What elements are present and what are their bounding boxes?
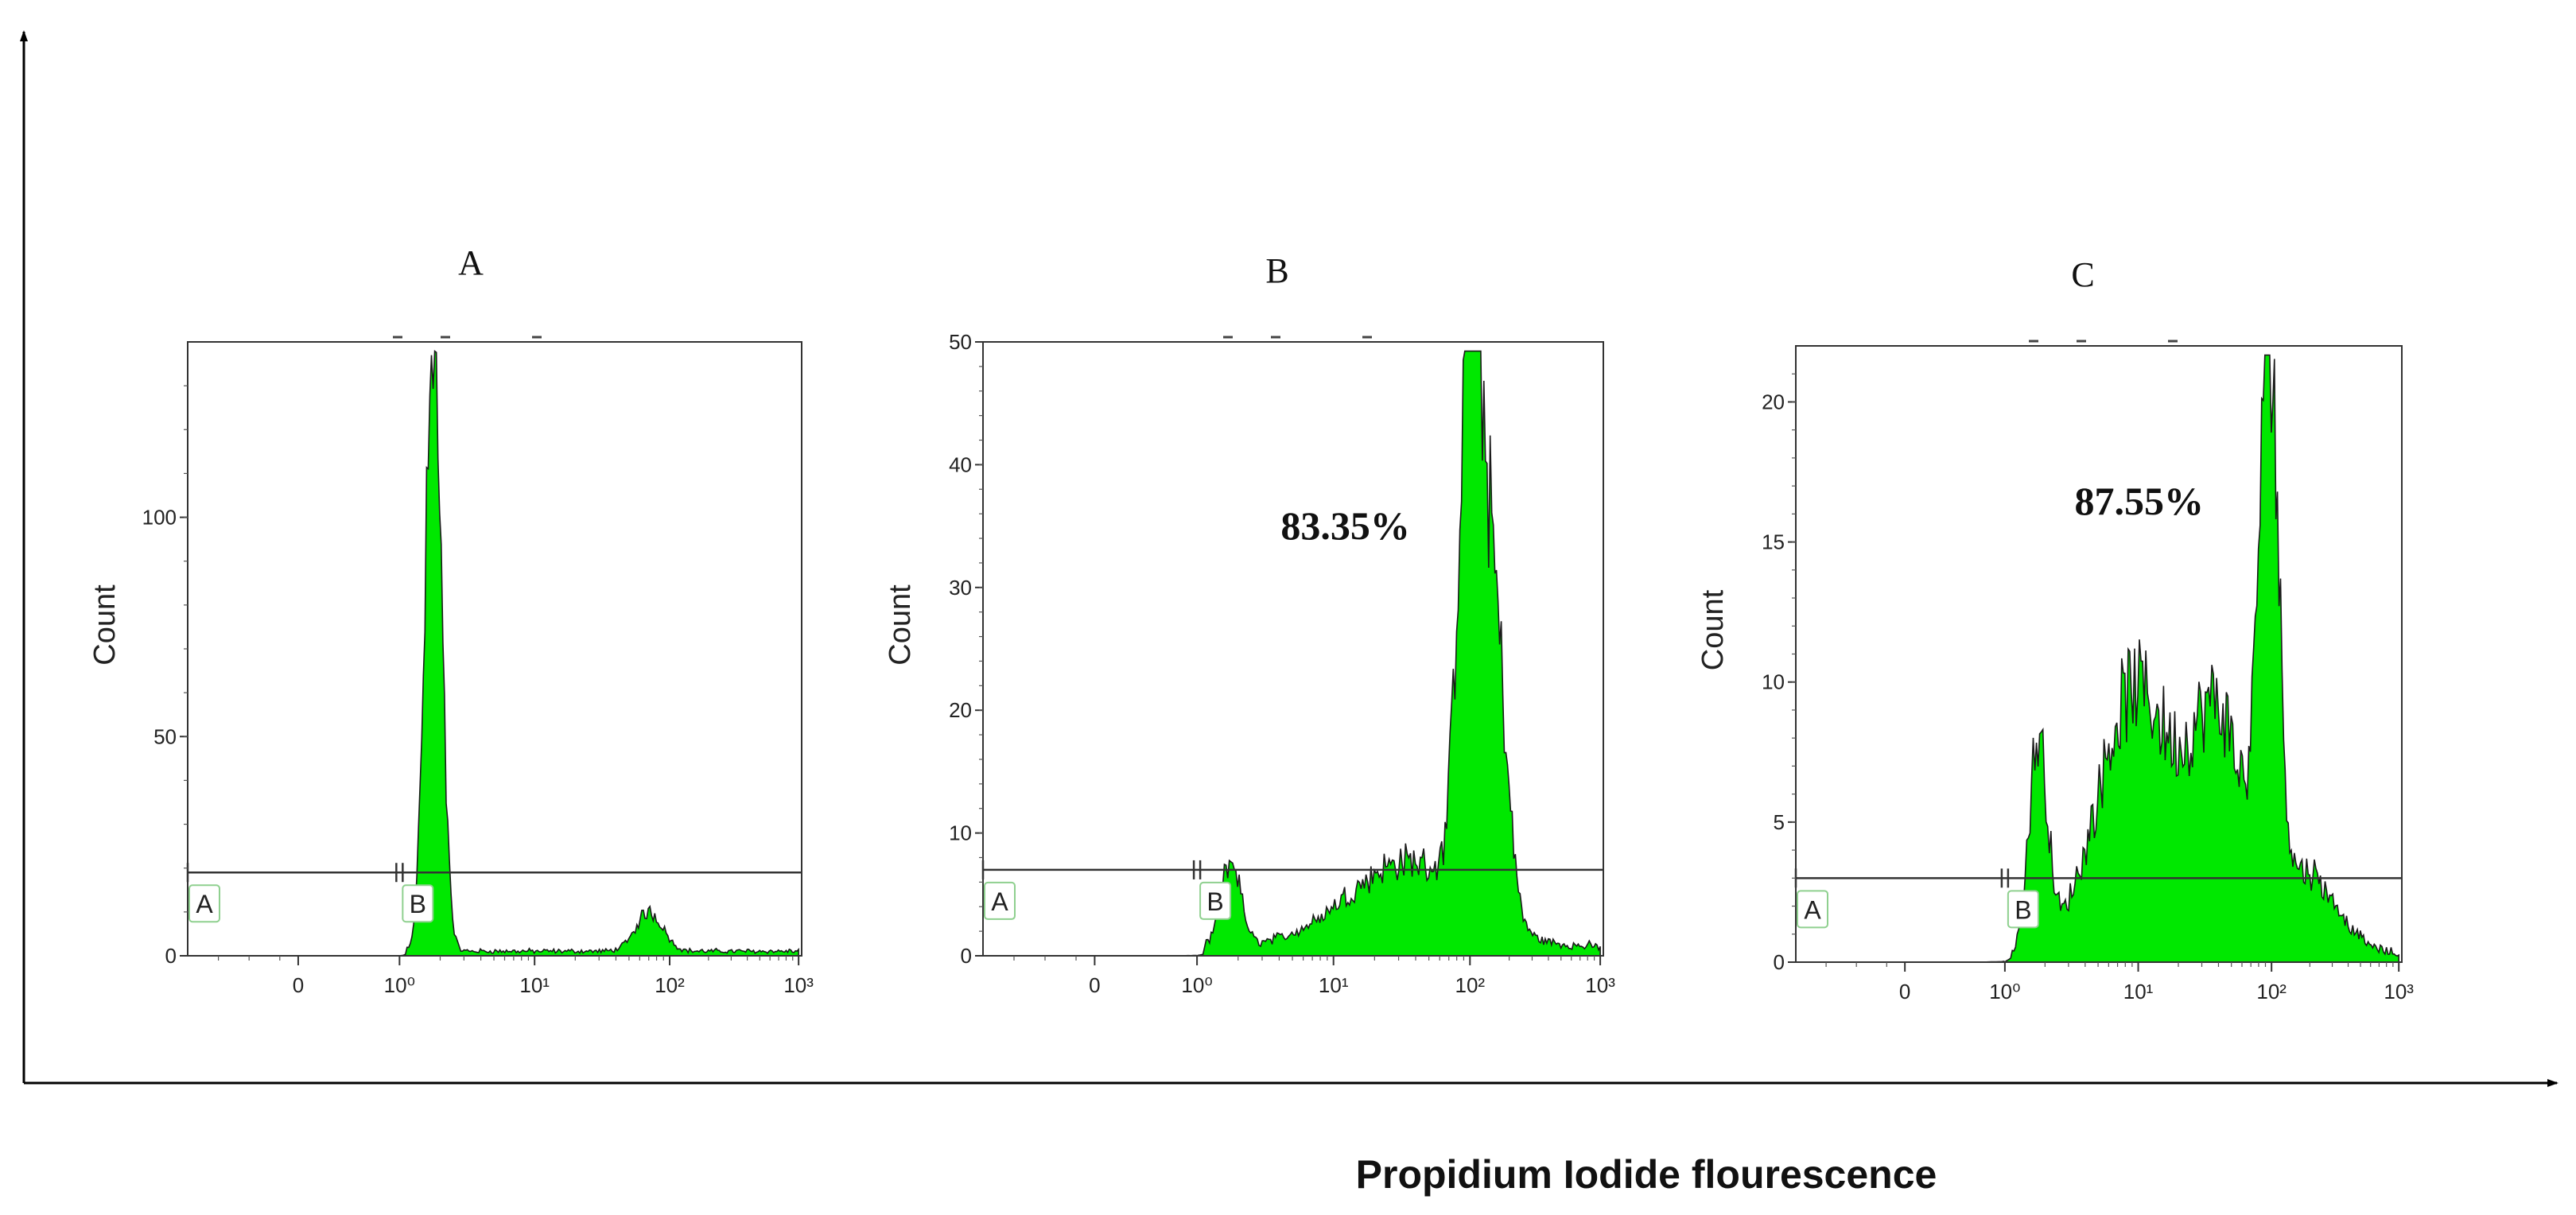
y-tick-label: 100 xyxy=(142,506,177,530)
y-tick-label: 15 xyxy=(1762,530,1785,554)
gate-label: A xyxy=(196,890,213,918)
panel-title: A xyxy=(458,243,484,282)
y-tick-label: 40 xyxy=(949,452,972,476)
histogram-gate-b-area xyxy=(399,350,799,957)
y-tick-label: 20 xyxy=(949,698,972,722)
x-tick-label: 10² xyxy=(655,973,685,997)
x-tick-label: 10¹ xyxy=(519,973,550,997)
x-tick-label: 10⁰ xyxy=(1989,980,2020,1003)
x-tick-label: 10² xyxy=(2256,980,2287,1003)
x-tick-label: 10¹ xyxy=(1319,973,1349,997)
x-tick-label: 10⁰ xyxy=(1181,973,1212,997)
plot-frame xyxy=(982,341,1604,957)
y-tick-label: 10 xyxy=(1762,670,1785,694)
x-tick-label: 10⁰ xyxy=(384,973,415,997)
y-axis-label: Count xyxy=(884,584,917,666)
gate-label-box xyxy=(402,884,434,923)
gate-label: A xyxy=(991,887,1008,916)
y-tick-label: 30 xyxy=(949,576,972,600)
y-axis-label: Count xyxy=(1696,589,1730,670)
gate-label: A xyxy=(1804,895,1821,924)
gate-label-box xyxy=(984,881,1016,920)
gate-label-box xyxy=(1797,890,1828,929)
histogram-gate-b-area xyxy=(1197,350,1601,957)
histogram-panel-c: C A B 0 5 10 15 20 0 10⁰ 10¹ 10² 10³ Count 87.55% xyxy=(1696,255,2414,1003)
percent-label: 87.55% xyxy=(2075,479,2205,523)
x-tick-label: 10¹ xyxy=(2123,980,2154,1003)
x-tick-label: 0 xyxy=(1899,980,1910,1003)
panel-title: B xyxy=(1265,251,1288,290)
histogram-gate-b-area xyxy=(2005,354,2399,963)
x-tick-label: 0 xyxy=(293,973,304,997)
gate-label: B xyxy=(1206,887,1223,916)
gate-label-box xyxy=(2007,890,2039,929)
panel-title: C xyxy=(2071,255,2094,294)
gate-label-box xyxy=(1199,881,1232,920)
y-tick-label: 50 xyxy=(153,724,177,748)
x-tick-label: 10³ xyxy=(2384,980,2414,1003)
percent-label: 83.35% xyxy=(1280,503,1410,548)
x-tick-label: 10³ xyxy=(1585,973,1615,997)
y-tick-label: 0 xyxy=(961,944,972,968)
gate-label: B xyxy=(410,890,426,918)
histogram-panel-b: B A B 0 10 20 30 40 50 0 10⁰ 10¹ 10² 10³ Count 83.35% xyxy=(884,251,1615,997)
x-tick-label: 0 xyxy=(1089,973,1100,997)
histogram-panel-a: A A B 0 50 100 0 10⁰ 10¹ 10² 10³ Count xyxy=(88,243,814,997)
x-axis-title: Propidium Iodide flourescence xyxy=(1356,1152,1937,1197)
y-tick-label: 20 xyxy=(1762,390,1785,413)
y-tick-label: 5 xyxy=(1774,810,1785,834)
y-tick-label: 0 xyxy=(165,944,177,968)
y-axis-label: Count xyxy=(88,584,122,666)
y-tick-label: 50 xyxy=(949,330,972,354)
x-tick-label: 10³ xyxy=(783,973,814,997)
gate-label-box xyxy=(188,884,220,923)
x-tick-label: 10² xyxy=(1455,973,1486,997)
plot-frame xyxy=(187,341,802,957)
y-tick-label: 0 xyxy=(1774,950,1785,974)
gate-label: B xyxy=(2015,895,2031,924)
y-tick-label: 10 xyxy=(949,821,972,845)
